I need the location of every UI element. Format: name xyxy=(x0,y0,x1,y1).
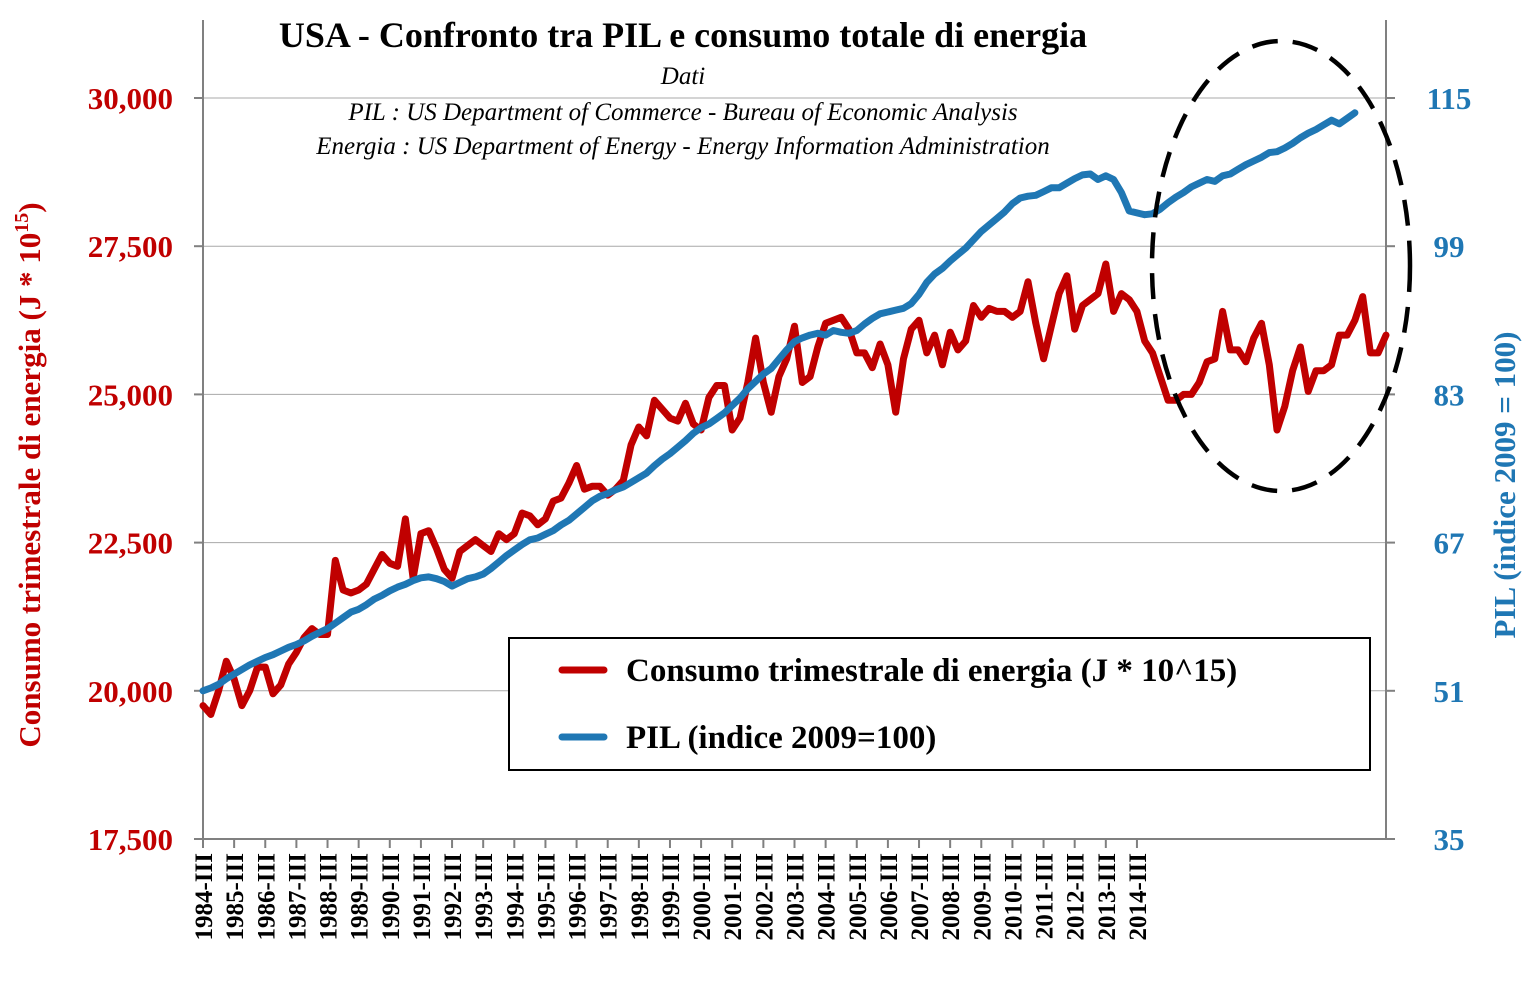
right-y-ticks: 115 99 83 67 51 35 xyxy=(1386,81,1471,857)
x-tick-label-16: 2000-III xyxy=(689,853,716,941)
left-tick-label-4: 20,000 xyxy=(88,674,173,709)
x-tick-label-23: 2007-III xyxy=(907,853,934,941)
series-line-gdp xyxy=(199,109,1359,695)
right-tick-label-0: 115 xyxy=(1427,81,1472,116)
x-ticks: 1984-III 1985-III 1986-III 1987-III 1988-III… xyxy=(191,839,1152,941)
x-tick-label-19: 2003-III xyxy=(783,853,810,941)
x-tick-label-20: 2004-III xyxy=(814,853,841,941)
x-tick-label-4: 1988-III xyxy=(316,853,343,941)
x-tick-label-29: 2013-III xyxy=(1094,853,1121,941)
chart-title: USA - Confronto tra PIL e consumo totale… xyxy=(279,15,1087,55)
right-tick-label-1: 99 xyxy=(1434,229,1465,264)
x-tick-label-0: 1984-III xyxy=(191,853,218,941)
right-axis-title: PIL (indice 2009 = 100) xyxy=(1487,331,1522,638)
x-tick-label-8: 1992-III xyxy=(440,853,467,941)
series-line-energy xyxy=(199,260,1390,718)
right-tick-label-5: 35 xyxy=(1434,822,1465,857)
left-tick-label-5: 17,500 xyxy=(88,822,173,857)
legend-box xyxy=(508,637,1371,771)
legend-label-energy: Consumo trimestrale di energia (J * 10^1… xyxy=(626,653,1237,689)
gridlines xyxy=(203,97,1386,692)
left-tick-label-2: 25,000 xyxy=(88,377,173,412)
x-tick-label-11: 1995-III xyxy=(533,853,560,941)
x-tick-label-1: 1985-III xyxy=(222,853,249,941)
legend: Consumo trimestrale di energia (J * 10^1… xyxy=(508,637,1371,771)
legend-label-gdp: PIL (indice 2009=100) xyxy=(626,720,936,756)
x-tick-label-2: 1986-III xyxy=(253,853,280,941)
left-tick-label-3: 22,500 xyxy=(88,526,173,561)
x-tick-label-12: 1996-III xyxy=(565,853,592,941)
x-tick-label-5: 1989-III xyxy=(347,853,374,941)
left-tick-label-1: 27,500 xyxy=(88,229,173,264)
x-tick-label-13: 1997-III xyxy=(596,853,623,941)
x-tick-label-18: 2002-III xyxy=(751,853,778,941)
x-tick-label-3: 1987-III xyxy=(284,853,311,941)
x-tick-label-27: 2011-III xyxy=(1032,853,1059,939)
chart-subtitle-line-2: PIL : US Department of Commerce - Bureau… xyxy=(347,99,1017,126)
right-tick-label-3: 67 xyxy=(1434,526,1465,561)
x-tick-label-22: 2006-III xyxy=(876,853,903,941)
highlight-ellipse xyxy=(1149,38,1413,494)
chart-subtitle-line-3: Energia : US Department of Energy - Ener… xyxy=(315,133,1049,160)
left-y-ticks: 30,000 27,500 25,000 22,500 20,000 17,500 xyxy=(88,81,203,857)
x-tick-label-26: 2010-III xyxy=(1000,853,1027,941)
chart-subtitle-line-1: Dati xyxy=(660,63,706,90)
x-tick-label-17: 2001-III xyxy=(720,853,747,941)
right-tick-label-2: 83 xyxy=(1434,377,1465,412)
x-tick-label-7: 1991-III xyxy=(409,853,436,941)
right-tick-label-4: 51 xyxy=(1434,674,1465,709)
x-tick-label-10: 1994-III xyxy=(502,853,529,941)
left-tick-label-0: 30,000 xyxy=(88,81,173,116)
x-tick-label-21: 2005-III xyxy=(845,853,872,941)
x-tick-label-25: 2009-III xyxy=(969,853,996,941)
x-tick-label-9: 1993-III xyxy=(471,853,498,941)
x-tick-label-14: 1998-III xyxy=(627,853,654,941)
series xyxy=(199,109,1390,718)
left-axis-title: Consumo trimestrale di energia (J * 1015… xyxy=(11,202,47,747)
x-tick-label-24: 2008-III xyxy=(938,853,965,941)
x-tick-label-6: 1990-III xyxy=(378,853,405,941)
x-tick-label-28: 2012-III xyxy=(1063,853,1090,941)
x-tick-label-15: 1999-III xyxy=(658,853,685,941)
x-tick-label-30: 2014-III xyxy=(1125,853,1152,941)
